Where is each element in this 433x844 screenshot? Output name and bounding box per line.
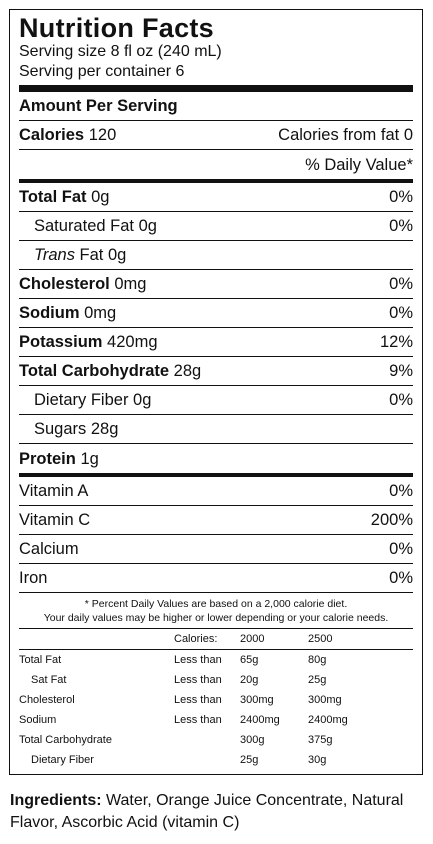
vitamin-label: Vitamin C	[19, 511, 91, 529]
daily-value-header-row: % Daily Value*	[19, 150, 413, 179]
vitamin-label: Iron	[19, 569, 48, 587]
potassium-dv: 12%	[379, 333, 413, 351]
table-row: Total Fat Less than 65g 80g	[19, 654, 327, 666]
daily-value-header: % Daily Value*	[305, 155, 413, 174]
vitamin-row: Vitamin C 200%	[19, 506, 413, 535]
vitamin-row: Calcium 0%	[19, 535, 413, 564]
footnote-line-1: * Percent Daily Values are based on a 2,…	[84, 598, 348, 610]
dietary-fiber-amount: 0g	[133, 391, 152, 409]
cholesterol-amount: 0mg	[114, 275, 147, 293]
calories-header: Calories:	[174, 629, 240, 650]
table-row: Dietary Fiber 25g 30g	[31, 754, 327, 766]
potassium-amount: 420mg	[107, 333, 158, 351]
total-carbohydrate-label: Total Carbohydrate	[19, 362, 170, 380]
sodium-label: Sodium	[19, 304, 80, 322]
ingredients-text: Water, Orange Juice Concentrate, Natural…	[10, 792, 404, 831]
vitamin-dv: 0%	[389, 482, 413, 500]
calories-2500-header: 2500	[308, 629, 413, 650]
total-fat-row: Total Fat 0g 0%	[19, 183, 413, 212]
calories-value: 120	[88, 126, 117, 144]
table-row: Sat Fat Less than 20g 25g	[31, 674, 327, 686]
serving-size: Serving size 8 fl oz (240 mL)	[19, 43, 222, 60]
cholesterol-row: Cholesterol 0mg 0%	[19, 270, 413, 299]
reference-table: Calories: 2000 2500 Total Fat Less than …	[19, 629, 413, 770]
total-fat-label: Total Fat	[19, 188, 87, 206]
total-fat-dv: 0%	[389, 188, 413, 206]
amount-per-serving-text: Amount Per Serving	[19, 97, 178, 115]
protein-amount: 1g	[80, 449, 99, 468]
calories-2000-header: 2000	[240, 629, 308, 650]
trans-fat-row: Trans Fat 0g	[19, 241, 413, 270]
calories-row: Calories 120 Calories from fat 0	[19, 121, 413, 150]
sugars-row: Sugars 28g	[19, 415, 413, 444]
saturated-fat-row: Saturated Fat 0g 0%	[19, 212, 413, 241]
saturated-fat-amount: 0g	[138, 217, 157, 235]
saturated-fat-dv: 0%	[389, 217, 413, 235]
protein-label: Protein	[19, 449, 76, 468]
cholesterol-dv: 0%	[389, 275, 413, 293]
vitamin-row: Vitamin A 0%	[19, 477, 413, 506]
sugars-amount: 28g	[90, 420, 119, 438]
potassium-row: Potassium 420mg 12%	[19, 328, 413, 357]
sodium-amount: 0mg	[84, 304, 117, 322]
trans-fat-amount: 0g	[107, 246, 127, 264]
ingredients: Ingredients: Water, Orange Juice Concent…	[10, 790, 426, 834]
vitamin-dv: 200%	[370, 511, 413, 529]
daily-value-footnote: * Percent Daily Values are based on a 2,…	[19, 593, 413, 629]
total-fat-amount: 0g	[91, 188, 110, 206]
dietary-fiber-dv: 0%	[389, 391, 413, 409]
calories-from-fat-value: 0	[403, 126, 413, 144]
vitamin-row: Iron 0%	[19, 564, 413, 593]
footnote-line-2: Your daily values may be higher or lower…	[43, 612, 389, 624]
amount-per-serving: Amount Per Serving	[19, 92, 413, 121]
ingredients-label: Ingredients:	[10, 792, 102, 809]
table-row: Total Carbohydrate 300g 375g	[19, 734, 333, 746]
thick-divider	[19, 85, 413, 92]
medium-divider	[19, 179, 413, 183]
calories-from-fat-label: Calories from fat	[278, 126, 400, 144]
dietary-fiber-row: Dietary Fiber 0g 0%	[19, 386, 413, 415]
total-carbohydrate-dv: 9%	[389, 362, 413, 380]
dietary-fiber-label: Dietary Fiber	[34, 391, 129, 409]
table-row: Cholesterol Less than 300mg 300mg	[19, 694, 342, 706]
trans-fat-label-suffix: Fat	[79, 246, 104, 264]
vitamin-dv: 0%	[389, 540, 413, 558]
label-title: Nutrition Facts	[19, 13, 215, 43]
cholesterol-label: Cholesterol	[19, 275, 110, 293]
vitamin-label: Vitamin A	[19, 482, 89, 500]
calories-label: Calories	[19, 126, 85, 144]
medium-divider	[19, 473, 413, 477]
sodium-row: Sodium 0mg 0%	[19, 299, 413, 328]
vitamin-label: Calcium	[19, 540, 79, 558]
total-carbohydrate-row: Total Carbohydrate 28g 9%	[19, 357, 413, 386]
vitamin-dv: 0%	[389, 569, 413, 587]
sodium-dv: 0%	[389, 304, 413, 322]
table-row: Sodium Less than 2400mg 2400mg	[19, 714, 348, 726]
servings-per-container: Serving per container 6	[19, 63, 185, 80]
potassium-label: Potassium	[19, 333, 103, 351]
nutrition-facts-label: Nutrition Facts Serving size 8 fl oz (24…	[9, 9, 423, 775]
reference-table-header: Calories: 2000 2500	[19, 629, 413, 650]
sugars-label: Sugars	[34, 420, 87, 438]
trans-fat-label: Trans	[34, 246, 75, 264]
protein-row: Protein 1g	[19, 444, 413, 473]
total-carbohydrate-amount: 28g	[173, 362, 202, 380]
saturated-fat-label: Saturated Fat	[34, 217, 134, 235]
